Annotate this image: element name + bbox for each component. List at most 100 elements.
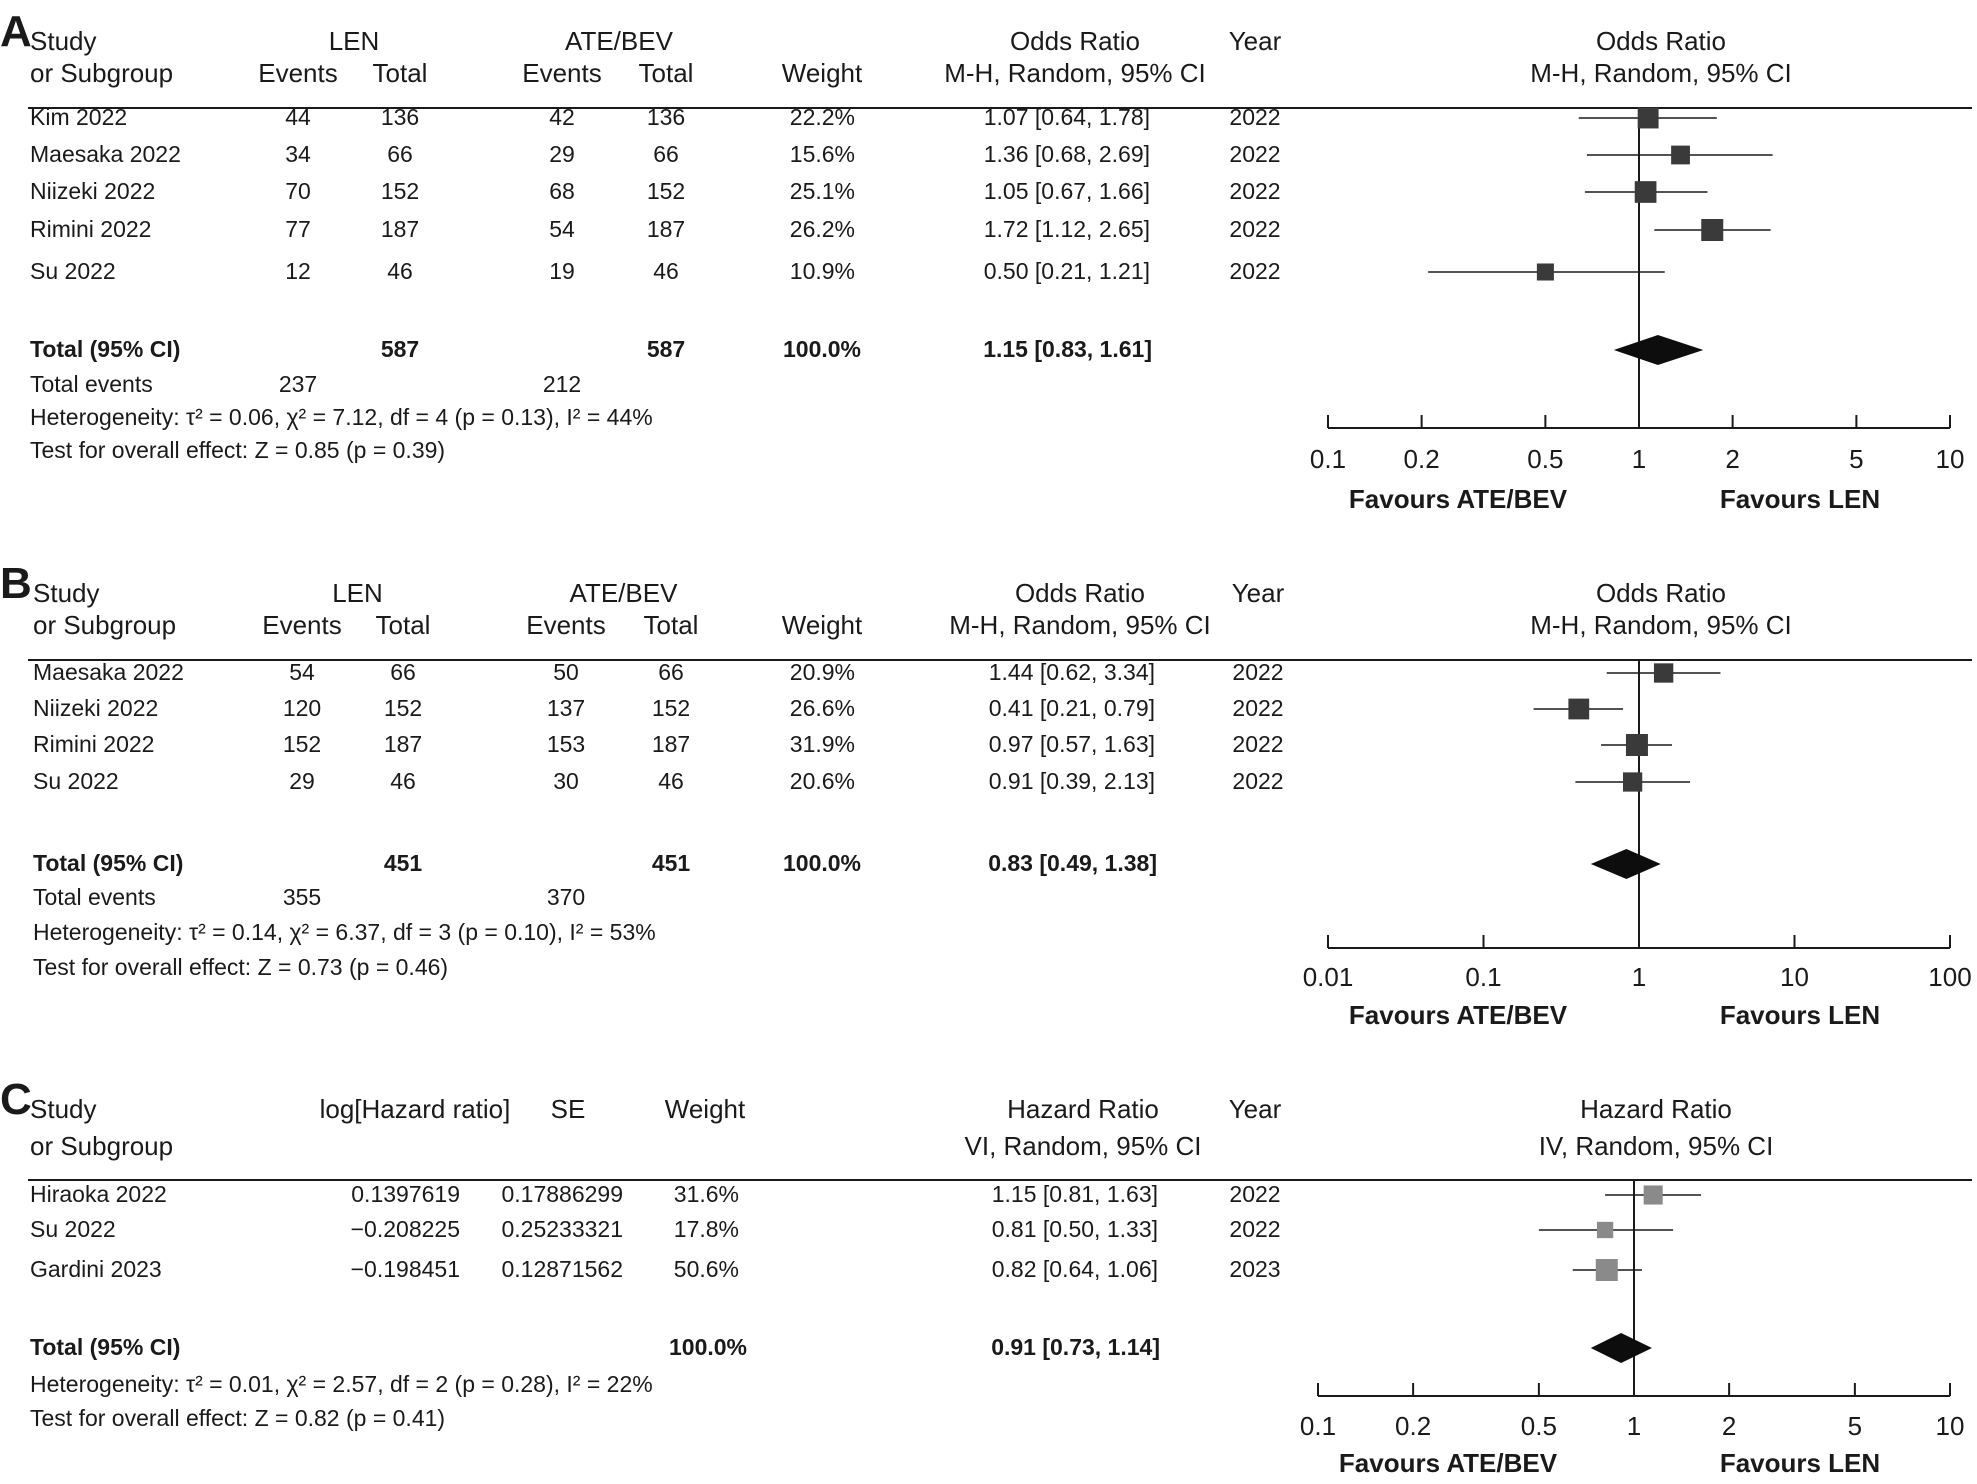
column-header-group2: ATE/BEV [565,26,674,56]
table-cell-events: 153 [547,731,585,757]
total-effect-ci: 0.83 [0.49, 1.38] [988,850,1157,876]
column-header-weight: Weight [782,610,863,640]
column-header-logratio: log[Hazard ratio] [320,1094,511,1124]
table-cell-year: 2022 [1229,1216,1280,1242]
study-name: Kim 2022 [30,104,127,130]
column-header-total: Total [373,58,428,88]
favours-right-label: Favours LEN [1720,484,1880,514]
table-cell-total: 66 [658,659,684,685]
total-weight: 100.0% [783,850,861,876]
study-name: Maesaka 2022 [30,141,181,167]
table-cell-events: 50 [553,659,579,685]
total-weight: 100.0% [669,1334,747,1360]
study-name: Niizeki 2022 [30,178,155,204]
favours-left-label: Favours ATE/BEV [1339,1448,1558,1478]
point-estimate-square [1643,1185,1663,1205]
study-name: Niizeki 2022 [33,695,158,721]
study-name: Su 2022 [30,258,116,284]
column-header-events: Events [522,58,602,88]
point-estimate-square [1568,698,1590,720]
study-name: Rimini 2022 [33,731,154,757]
table-cell-total: 136 [647,104,685,130]
x-tick-label: 0.1 [1310,444,1346,474]
favours-left-label: Favours ATE/BEV [1349,1000,1568,1030]
study-name: Hiraoka 2022 [30,1181,167,1207]
pooled-estimate-diamond [1590,1333,1652,1363]
table-cell-events: 19 [549,258,575,284]
table-cell-events: 30 [553,768,579,794]
plot-header: Odds Ratio [1596,578,1726,608]
table-cell-weight: 25.1% [790,178,855,204]
column-header-effect: Hazard Ratio [1007,1094,1159,1124]
table-cell-effect-ci: 0.41 [0.21, 0.79] [989,695,1155,721]
column-header-group1: LEN [329,26,380,56]
study-name: Su 2022 [33,768,119,794]
table-cell-total: 187 [381,216,419,242]
column-header-se: SE [551,1094,586,1124]
table-cell-total: 46 [387,258,413,284]
x-tick-label: 10 [1780,962,1809,992]
overall-effect-test: Test for overall effect: Z = 0.85 (p = 0… [30,437,445,463]
point-estimate-square [1653,663,1674,683]
table-cell-total: 152 [381,178,419,204]
x-tick-label: 0.5 [1521,1411,1557,1441]
table-cell-logratio: −0.198451 [351,1256,460,1282]
plot-header: Odds Ratio [1596,26,1726,56]
study-name: Rimini 2022 [30,216,151,242]
pooled-estimate-diamond [1613,335,1704,365]
table-cell-weight: 17.8% [674,1216,739,1242]
table-cell-events: 34 [285,141,311,167]
x-tick-label: 0.5 [1527,444,1563,474]
table-cell-effect-ci: 1.05 [0.67, 1.66] [984,178,1150,204]
table-cell-total: 136 [381,104,419,130]
table-cell-year: 2022 [1232,768,1283,794]
plot-header-method: M-H, Random, 95% CI [1530,610,1792,640]
column-header-group1: LEN [332,578,383,608]
heterogeneity-stats: Heterogeneity: τ² = 0.06, χ² = 7.12, df … [30,404,653,430]
table-cell-total: 46 [390,768,416,794]
table-cell-total: 66 [653,141,679,167]
table-cell-events: 44 [285,104,311,130]
column-header-year: Year [1229,1094,1282,1124]
column-header-year: Year [1229,26,1282,56]
table-cell-year: 2022 [1229,258,1280,284]
total-n-group2: 587 [647,336,685,362]
x-tick-label: 2 [1722,1411,1736,1441]
table-cell-year: 2022 [1229,141,1280,167]
column-header-weight: Weight [665,1094,746,1124]
column-header-study: Study [30,1094,97,1124]
panel-label: A [0,7,32,56]
table-cell-events: 77 [285,216,311,242]
column-header-subgroup: or Subgroup [33,610,176,640]
study-name: Gardini 2023 [30,1256,162,1282]
column-header-effect-method: M-H, Random, 95% CI [944,58,1206,88]
table-cell-events: 29 [289,768,315,794]
table-cell-events: 29 [549,141,575,167]
table-cell-effect-ci: 0.97 [0.57, 1.63] [989,731,1155,757]
table-cell-total: 152 [647,178,685,204]
heterogeneity-stats: Heterogeneity: τ² = 0.14, χ² = 6.37, df … [33,919,656,945]
column-header-effect: Odds Ratio [1015,578,1145,608]
total-events-label: Total events [33,884,156,910]
total-n-group2: 451 [652,850,691,876]
column-header-study: Study [30,26,97,56]
table-cell-year: 2022 [1232,731,1283,757]
table-cell-weight: 26.6% [790,695,855,721]
table-cell-total: 187 [652,731,690,757]
overall-effect-test: Test for overall effect: Z = 0.82 (p = 0… [30,1405,445,1431]
total-label: Total (95% CI) [30,336,180,362]
study-name: Su 2022 [30,1216,116,1242]
table-cell-effect-ci: 1.72 [1.12, 2.65] [984,216,1150,242]
table-cell-year: 2022 [1229,216,1280,242]
table-cell-events: 68 [549,178,575,204]
table-cell-effect-ci: 1.44 [0.62, 3.34] [989,659,1155,685]
table-cell-weight: 31.9% [790,731,855,757]
table-cell-se: 0.12871562 [501,1256,623,1282]
column-header-subgroup: or Subgroup [30,58,173,88]
total-n-group1: 587 [381,336,419,362]
x-tick-label: 0.2 [1395,1411,1431,1441]
favours-left-label: Favours ATE/BEV [1349,484,1568,514]
table-cell-se: 0.25233321 [501,1216,623,1242]
column-header-effect-method: VI, Random, 95% CI [965,1131,1202,1161]
plot-header: Hazard Ratio [1580,1094,1732,1124]
